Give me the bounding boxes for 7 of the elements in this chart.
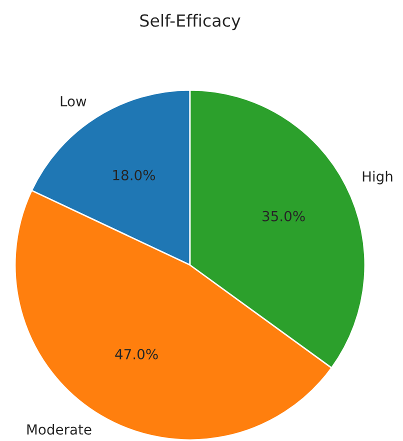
chart-title: Self-Efficacy (140, 14, 240, 30)
slice-label: High (362, 170, 392, 184)
slice-label: Moderate (27, 424, 92, 435)
slice-label: Low (60, 96, 86, 106)
data-label: 47.0% (115, 348, 158, 360)
data-label: 18.0% (113, 170, 156, 180)
data-label: 35.0% (262, 210, 305, 222)
